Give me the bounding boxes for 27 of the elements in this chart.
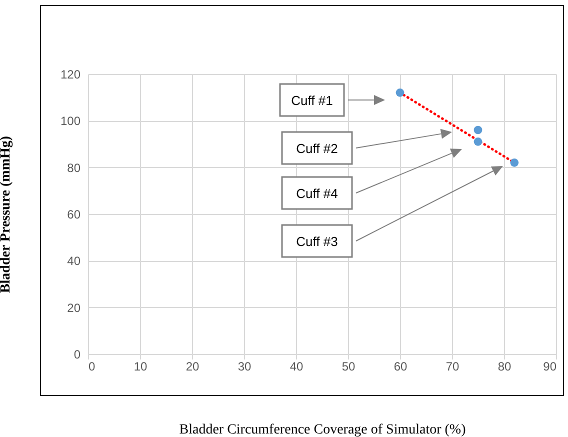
x-tick-label: 90	[543, 360, 557, 374]
x-tick-label: 0	[88, 360, 96, 374]
x-tick-label: 30	[238, 360, 252, 374]
annotation: Cuff #3	[296, 234, 338, 249]
x-tick-label: 60	[394, 360, 408, 374]
point	[396, 88, 404, 97]
x-tick-label: 10	[134, 360, 148, 374]
y-tick-label: 60	[67, 208, 81, 222]
y-tick-label: 80	[67, 160, 81, 175]
x-tick-label: 20	[186, 360, 200, 374]
annotation: Cuff #4	[296, 186, 338, 201]
y-tick-label: 100	[60, 114, 81, 128]
x-tick-label: 40	[290, 360, 304, 374]
y-tick-label: 120	[60, 68, 81, 82]
x-tick-label: 70	[446, 360, 460, 374]
x-tick-label: 80	[498, 360, 512, 374]
point	[474, 137, 482, 146]
x-axis-title: Bladder Circumference Coverage of Simulator (%)	[179, 422, 466, 437]
x-tick-label: 50	[342, 360, 356, 374]
y-tick-label: 20	[67, 300, 81, 315]
y-tick-label: 0	[74, 348, 81, 362]
point	[474, 126, 482, 134]
point	[510, 158, 519, 167]
y-axis-title: Bladder Pressure (mmHg)	[0, 136, 14, 294]
annotation: Cuff #2	[296, 141, 338, 156]
y-tick-label: 40	[67, 254, 81, 268]
annotation: Cuff #1	[291, 93, 333, 108]
